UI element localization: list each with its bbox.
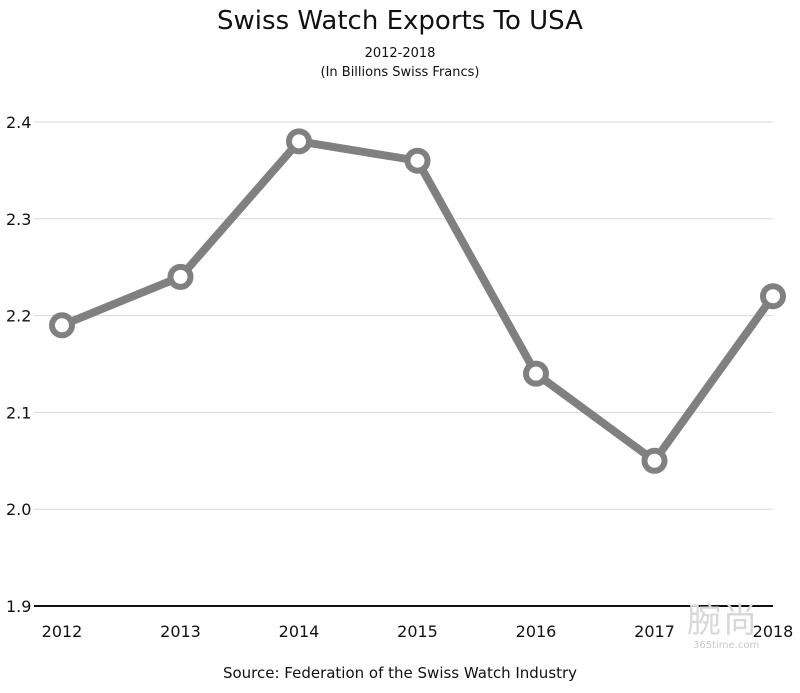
y-tick-label: 2.2 (6, 307, 31, 326)
x-tick-label: 2013 (160, 622, 201, 641)
data-point (760, 283, 786, 310)
chart-subtitle: 2012-2018 (In Billions Swiss Francs) (0, 44, 800, 82)
data-point (523, 360, 549, 387)
data-point (286, 128, 312, 155)
y-tick-label: 2.0 (6, 500, 31, 519)
data-point (404, 147, 431, 174)
y-tick-label: 2.1 (6, 403, 31, 422)
watermark-url: 365time.com (693, 640, 760, 651)
subtitle-years: 2012-2018 (364, 46, 436, 61)
x-tick-label: 2012 (42, 622, 83, 641)
x-tick-label: 2016 (516, 622, 557, 641)
source-note: Source: Federation of the Swiss Watch In… (222, 664, 578, 682)
x-tick-label: 2018 (753, 622, 794, 641)
y-tick-label: 2.4 (6, 113, 31, 132)
data-point (167, 263, 194, 290)
chart-title: Swiss Watch Exports To USA (217, 6, 583, 36)
y-tick-label: 1.9 (6, 597, 31, 616)
data-point (49, 312, 75, 339)
watermark: 腕尚 365time.com (687, 602, 797, 662)
watermark-logo: 腕尚 (687, 601, 759, 641)
x-tick-label: 2017 (634, 622, 675, 641)
x-tick-label: 2014 (279, 622, 320, 641)
y-tick-label: 2.3 (6, 210, 31, 229)
data-point (641, 447, 668, 474)
x-tick-label: 2015 (397, 622, 438, 641)
subtitle-units: (In Billions Swiss Francs) (320, 65, 480, 80)
